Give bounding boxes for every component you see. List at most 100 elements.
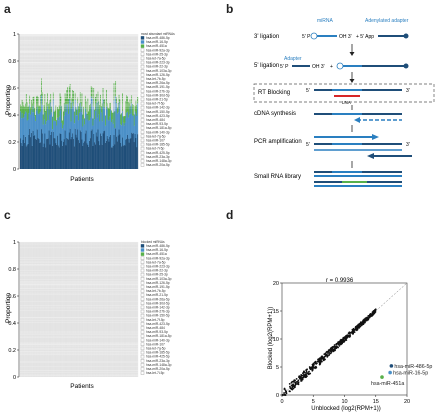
c-legend-label: hsa-miR-150-5p <box>146 314 170 318</box>
a-bar-other <box>68 34 70 100</box>
d-point <box>333 344 336 346</box>
c-legend-label: hsa-let-7f-5p <box>146 318 165 322</box>
c-bar-other <box>62 242 64 377</box>
a-bar-segment <box>114 127 116 145</box>
a-bar-segment <box>31 145 33 169</box>
a-bar-segment <box>112 112 114 124</box>
d-point <box>301 374 304 377</box>
adapter-end-a <box>403 33 409 39</box>
c-bar-other <box>133 242 135 377</box>
d-point <box>297 379 300 382</box>
c-bar-other <box>30 242 32 377</box>
a-bar-segment <box>62 111 64 125</box>
d-point <box>357 323 360 326</box>
label-oh3-b: OH 3' <box>312 64 325 70</box>
a-bar-segment <box>80 102 82 113</box>
a-bar-other <box>55 34 57 106</box>
a-bar-other <box>86 34 88 114</box>
d-point <box>319 361 322 363</box>
a-bar-segment <box>25 112 27 147</box>
a-bar-segment <box>128 142 130 169</box>
c-bar-other <box>66 242 68 377</box>
d-ytick-label: 5 <box>276 365 279 371</box>
d-point <box>290 381 293 384</box>
a-bar-other <box>121 34 123 114</box>
a-bar-other <box>92 34 94 119</box>
c-legend-swatch <box>140 354 145 359</box>
d-point <box>359 323 362 326</box>
a-bar-segment <box>42 124 44 147</box>
a-bar-segment <box>73 123 75 147</box>
d-point <box>289 385 291 388</box>
c-bar-other <box>37 242 39 377</box>
c-ytick-label: 0.8 <box>8 267 16 273</box>
d-point <box>290 384 293 387</box>
a-bar-segment <box>30 137 32 169</box>
a-bar-other <box>41 34 43 93</box>
a-bar-segment <box>60 105 62 134</box>
a-bar-segment <box>20 138 21 169</box>
a-bar-other <box>129 34 131 100</box>
c-bar-other <box>84 242 86 377</box>
a-bar-segment <box>88 146 90 169</box>
c-bar-other <box>105 242 107 377</box>
c-bar-other <box>38 242 40 377</box>
d-point <box>315 363 318 365</box>
c-bar-other <box>29 242 31 377</box>
c-bar-other <box>60 242 62 377</box>
a-bar-segment <box>133 142 135 169</box>
a-bar-other <box>52 34 54 93</box>
a-bar-segment <box>108 141 110 169</box>
d-point <box>343 340 346 343</box>
d-point <box>302 372 304 375</box>
a-bar-segment <box>31 112 33 146</box>
a-bar-segment <box>78 106 80 121</box>
d-xtick-label: 0 <box>280 399 283 405</box>
c-ytick-label: 0 <box>13 375 16 381</box>
a-bar-segment <box>48 109 50 131</box>
d-point <box>331 347 334 350</box>
a-bar-segment <box>28 134 30 169</box>
d-point <box>371 313 373 315</box>
c-bar-other <box>119 242 121 377</box>
a-bar-segment <box>52 131 54 169</box>
d-point <box>283 393 286 396</box>
a-bar-segment <box>35 120 37 139</box>
a-bar-segment <box>126 95 128 113</box>
label-plus: + <box>330 64 333 70</box>
step-rt-blocking: RT Blocking <box>258 90 290 96</box>
a-bar-segment <box>125 101 127 118</box>
a-bar-other <box>137 34 139 97</box>
a-bar-other <box>123 34 125 116</box>
a-legend-label: hsa-miR-142-3p <box>146 106 170 110</box>
a-bar-segment <box>34 135 36 169</box>
a-bar-segment <box>118 102 120 130</box>
a-bar-segment <box>91 129 93 169</box>
d-ytick-label: 0 <box>276 393 279 399</box>
a-bar-segment <box>57 109 59 121</box>
a-bar-segment <box>86 143 88 169</box>
a-bar-segment <box>93 106 95 134</box>
c-legend-label: hsa-miR-140-3p <box>146 338 170 342</box>
a-bar-segment <box>73 139 75 169</box>
a-bar-other <box>53 34 55 112</box>
a-bar-segment <box>29 128 31 169</box>
a-bar-segment <box>56 125 58 145</box>
a-bar-other <box>22 34 24 103</box>
a-bar-segment <box>82 114 84 127</box>
c-bar-other <box>25 242 27 377</box>
d-point <box>292 380 295 383</box>
a-bar-segment <box>69 100 71 129</box>
a-bar-segment <box>27 119 29 144</box>
a-bar-other <box>58 34 60 106</box>
a-bar-other <box>30 34 32 100</box>
a-bar-other <box>132 34 134 105</box>
d-point <box>357 325 359 327</box>
a-bar-segment <box>122 145 124 169</box>
a-bar-segment <box>92 145 94 169</box>
a-legend-label: hsa-miR-150-5p <box>146 110 170 114</box>
c-legend-title: blocked miRNAs <box>141 240 165 244</box>
c-bar-other <box>58 242 60 377</box>
a-bar-segment <box>51 106 53 113</box>
a-bar-segment <box>58 116 60 148</box>
